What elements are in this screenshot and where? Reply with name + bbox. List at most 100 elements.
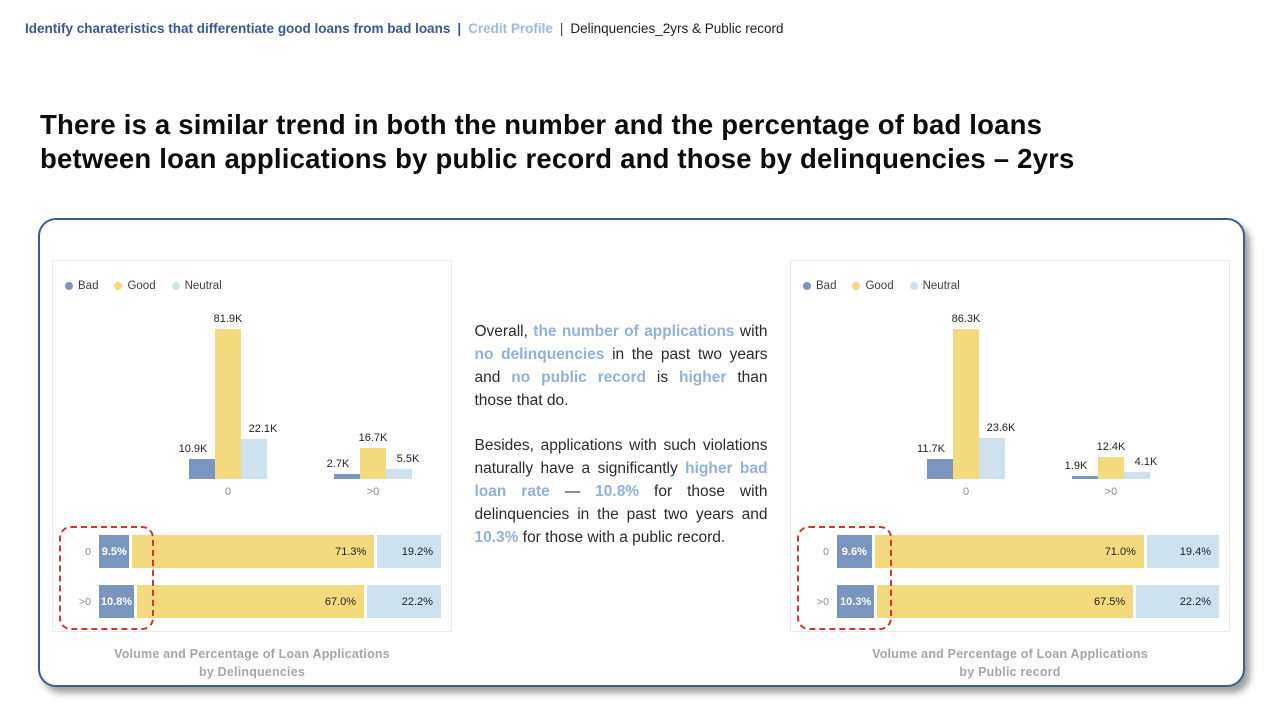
category-axis-label: >0 [1104,486,1118,498]
neutral-bar[interactable] [1124,472,1150,479]
bar-good->0: 12.4K [1097,441,1125,479]
bar-good-0: 86.3K [952,313,980,479]
insight-text-column: Overall, the number of applications with… [475,260,768,685]
bad-segment[interactable]: 9.6% [837,535,872,568]
caption-line1: Volume and Percentage of Loan Applicatio… [872,647,1148,661]
legend-item-good[interactable]: Good [852,280,894,292]
bar-bad->0: 2.7K [327,458,360,479]
neutral-segment[interactable]: 19.2% [377,535,441,568]
legend-item-good[interactable]: Good [114,280,156,292]
good-segment[interactable]: 67.0% [136,585,365,618]
breadcrumb-section[interactable]: Identify charateristics that differentia… [25,21,451,36]
page-title-line2: between loan applications by public reco… [40,142,1075,174]
bar-good->0: 16.7K [359,432,387,479]
stacked-bar-row: 0 9.6% 71.0% 19.4% [801,535,1219,568]
breadcrumb-subsection[interactable]: Credit Profile [468,21,553,36]
breadcrumb-current-page: Delinquencies_2yrs & Public record [570,21,784,36]
stacked-bar-row: >0 10.3% 67.5% 22.2% [801,585,1219,618]
stacked-percent-chart: 0 9.6% 71.0% 19.4% >0 10.3% 67.5% 22.2% [797,526,1219,630]
neutral-bar[interactable] [386,469,412,479]
bar-neutral-0: 22.1K [241,423,277,479]
bar-value-label: 16.7K [358,432,388,444]
bad-bar[interactable] [334,474,360,479]
chart-panel-delinquencies: Bad Good Neutral 10.9K 81.9K 22.1K 0 2.7K 16.7K 5… [52,260,452,632]
stacked-bar: 9.6% 71.0% 19.4% [837,535,1219,568]
chart-caption-public-record: Volume and Percentage of Loan Applicatio… [790,645,1230,681]
page-title: There is a similar trend in both the num… [40,108,1220,175]
chart-caption-delinquencies: Volume and Percentage of Loan Applicatio… [52,645,452,681]
neutral-legend-dot [909,282,918,290]
good-bar[interactable] [360,448,386,479]
plain-text: in the past two years and [474,346,768,386]
plain-text: Besides, applications with such violatio… [474,437,768,477]
row-category-label: 0 [823,545,829,558]
row-category-label: >0 [79,595,91,608]
legend-label: Good [127,280,156,292]
bar-bad->0: 1.9K [1065,460,1098,479]
highlighted-text: no delinquencies [474,346,605,363]
caption-line2: by Delinquencies [198,665,305,680]
plain-text: than those that do. [474,369,768,409]
plain-text: with [734,323,768,340]
highlighted-text: higher bad loan rate [474,460,768,500]
legend-item-bad[interactable]: Bad [803,280,836,292]
bad-legend-dot [803,282,811,290]
grouped-bar-chart: 10.9K 81.9K 22.1K 0 2.7K 16.7K 5.5K >0 [63,309,441,499]
row-category-label: 0 [85,545,91,558]
bad-segment[interactable]: 9.5% [99,535,130,568]
bar-value-label: 1.9K [1064,460,1088,472]
highlighted-text: 10.3% [474,529,519,546]
breadcrumb-separator: | [559,21,564,36]
bar-bad-0: 11.7K [917,443,953,479]
legend-item-neutral[interactable]: Neutral [171,280,222,292]
good-segment[interactable]: 71.3% [132,535,375,568]
good-segment[interactable]: 71.0% [874,535,1144,568]
bar-neutral-0: 23.6K [979,422,1015,479]
bar-value-label: 22.1K [248,423,278,435]
neutral-bar[interactable] [241,439,267,479]
good-bar[interactable] [215,329,241,479]
breadcrumb: Identify charateristics that differentia… [25,21,784,36]
bad-legend-dot [65,282,73,290]
insight-paragraph: Besides, applications with such violatio… [475,434,768,549]
neutral-segment[interactable]: 22.2% [1136,585,1219,618]
bad-bar[interactable] [1072,476,1098,479]
bar-bad-0: 10.9K [179,443,215,479]
highlighted-text: 10.8% [595,483,640,500]
breadcrumb-separator: | [457,21,462,36]
good-segment[interactable]: 67.5% [877,585,1134,618]
good-bar[interactable] [953,329,979,479]
category-axis-label: 0 [224,486,232,498]
plain-text: for those with a public record. [518,529,726,546]
neutral-bar[interactable] [979,438,1005,479]
bad-bar[interactable] [927,459,953,479]
legend-item-bad[interactable]: Bad [65,280,98,292]
neutral-segment[interactable]: 19.4% [1146,535,1219,568]
bar-value-label: 10.9K [178,443,208,455]
good-bar[interactable] [1098,457,1124,479]
bar-group-0: 11.7K 86.3K 23.6K 0 [917,313,1015,498]
stacked-percent-chart: 0 9.5% 71.3% 19.2% >0 10.8% 67.0% 22.2% [59,526,441,630]
insight-paragraph: Overall, the number of applications with… [475,320,768,412]
highlighted-text: no public record [511,369,646,386]
bar-value-label: 12.4K [1096,441,1126,453]
public-record-section: Bad Good Neutral 11.7K 86.3K 23.6K 0 1.9K 12.4K 4… [790,260,1230,685]
stacked-bar-row: 0 9.5% 71.3% 19.2% [63,535,441,568]
bad-bar[interactable] [189,459,215,479]
caption-line2: by Public record [959,665,1061,680]
bar-neutral->0: 4.1K [1124,456,1157,479]
bar-value-label: 81.9K [213,313,243,325]
stacked-bar-row: >0 10.8% 67.0% 22.2% [63,585,441,618]
bad-segment[interactable]: 10.3% [837,585,875,618]
bad-segment[interactable]: 10.8% [99,585,134,618]
category-axis-label: >0 [366,486,380,498]
stacked-bar: 9.5% 71.3% 19.2% [99,535,441,568]
bar-group-0: 10.9K 81.9K 22.1K 0 [179,313,278,498]
neutral-legend-dot [171,282,180,290]
neutral-segment[interactable]: 22.2% [367,585,441,618]
delinquencies-section: Bad Good Neutral 10.9K 81.9K 22.1K 0 2.7K 16.7K 5… [52,260,452,685]
plain-text: Overall, [474,323,534,340]
good-legend-dot [114,282,123,290]
grouped-bar-chart: 11.7K 86.3K 23.6K 0 1.9K 12.4K 4.1K >0 [801,309,1219,499]
legend-item-neutral[interactable]: Neutral [909,280,960,292]
